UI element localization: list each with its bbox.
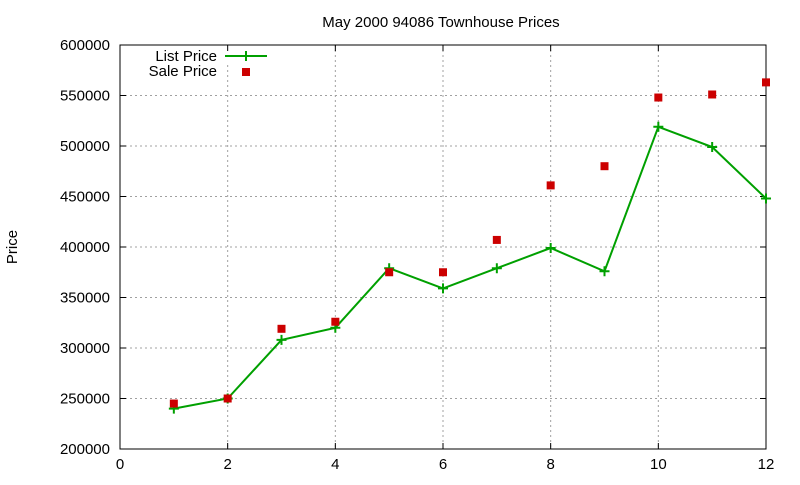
chart-title: May 2000 94086 Townhouse Prices <box>322 14 559 31</box>
x-tick-label: 6 <box>439 456 447 473</box>
y-tick-label: 400000 <box>60 239 110 256</box>
x-tick-label: 4 <box>331 456 339 473</box>
y-tick-label: 600000 <box>60 37 110 54</box>
y-tick-label: 500000 <box>60 138 110 155</box>
x-tick-label: 12 <box>758 456 775 473</box>
square-marker-icon <box>242 68 250 76</box>
y-tick-label: 200000 <box>60 441 110 458</box>
sale-price-point <box>385 268 394 277</box>
plus-marker-icon <box>545 243 556 254</box>
sale-price-point <box>762 78 770 87</box>
plus-marker-icon <box>653 121 664 132</box>
sale-price-point <box>169 399 178 408</box>
data-series <box>168 78 771 414</box>
sale-price-point <box>546 181 555 190</box>
sale-price-point <box>492 235 501 244</box>
x-tick-label: 10 <box>650 456 667 473</box>
sale-price-point <box>439 268 447 277</box>
sale-price-point <box>654 93 663 102</box>
legend-label-sale-price: Sale Price <box>149 63 217 80</box>
list-price-line <box>173 125 767 410</box>
y-axis-ticks: 200000 250000 300000 350000 400000 450000 5000… <box>60 37 766 458</box>
sale-price-point <box>223 394 232 403</box>
plus-marker-icon <box>241 51 251 61</box>
legend-label-list-price: List Price <box>155 48 217 65</box>
y-tick-label: 300000 <box>60 340 110 357</box>
y-tick-label: 450000 <box>60 189 110 206</box>
plot-border <box>119 44 767 450</box>
y-tick-label: 350000 <box>60 290 110 307</box>
x-tick-label: 0 <box>116 456 124 473</box>
sale-price-point <box>600 162 609 171</box>
plus-marker-icon <box>761 193 771 204</box>
grid-lines <box>120 45 766 449</box>
plus-marker-icon <box>438 283 448 294</box>
plus-marker-icon <box>599 266 610 277</box>
x-axis-ticks: 0 2 4 6 8 10 12 <box>116 45 775 473</box>
sale-price-point <box>708 90 717 99</box>
legend: List Price Sale Price <box>149 48 267 80</box>
y-axis-label: Price <box>4 230 21 264</box>
plus-marker-icon <box>707 142 718 153</box>
sale-price-point <box>277 324 286 333</box>
plus-marker-icon <box>491 263 502 274</box>
plus-marker-icon <box>276 334 287 345</box>
x-tick-label: 8 <box>546 456 554 473</box>
x-tick-label: 2 <box>223 456 231 473</box>
y-tick-label: 550000 <box>60 88 110 105</box>
sale-price-point <box>331 317 340 326</box>
y-tick-label: 250000 <box>60 391 110 408</box>
